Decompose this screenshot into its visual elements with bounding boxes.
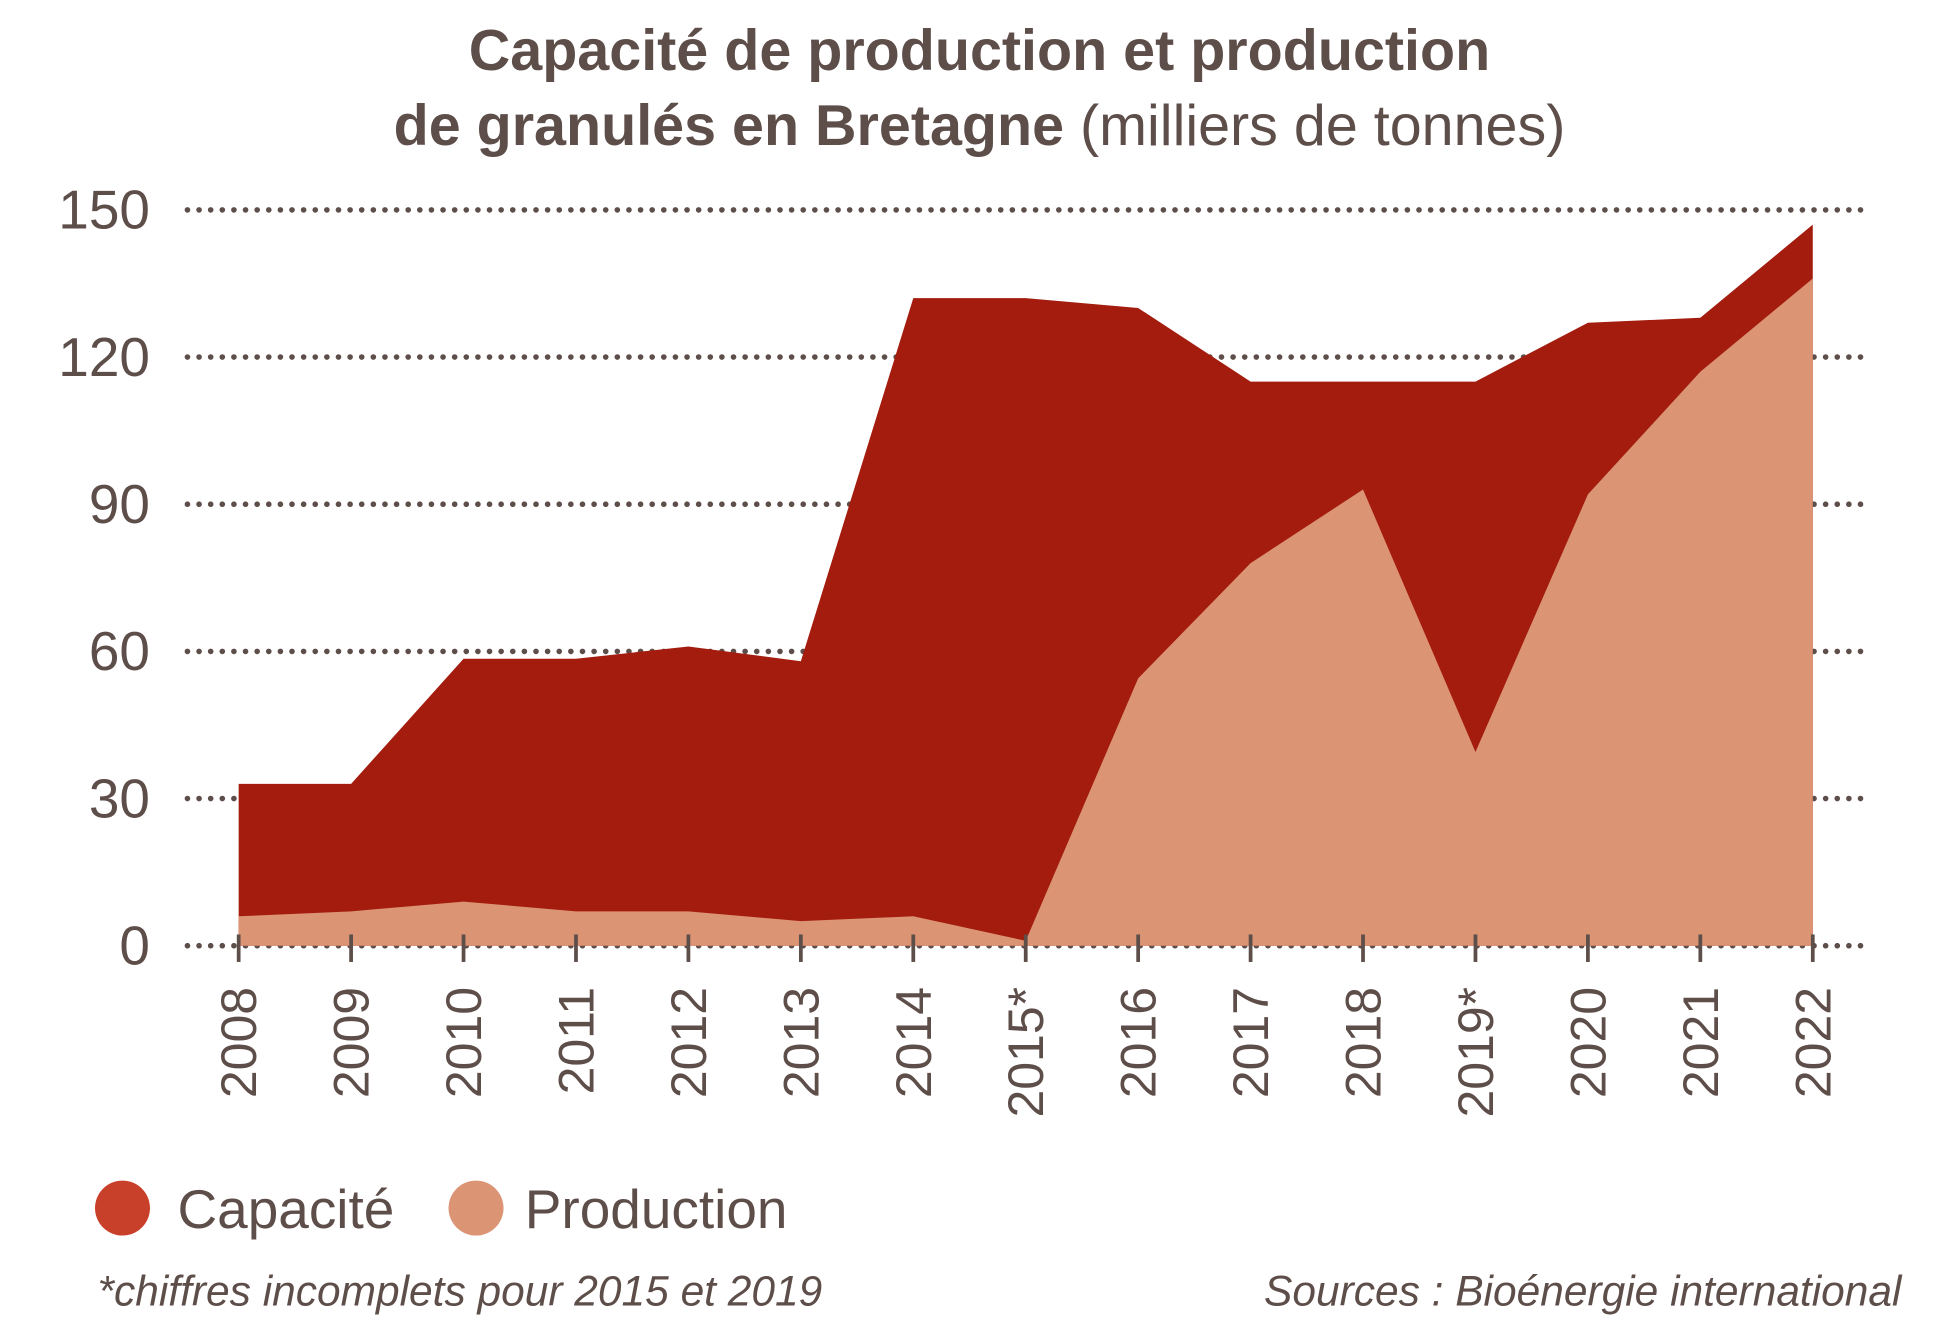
x-tick-label: 2012 [661,987,717,1098]
x-tick-label: 2008 [211,987,267,1098]
x-tick-label: 2020 [1560,987,1616,1098]
legend-label-capacite: Capacité [177,1178,394,1240]
x-tick-label: 2021 [1673,987,1729,1098]
x-tick-label: 2013 [773,987,829,1098]
chart-title-line2: de granulés en Bretagne (milliers de ton… [394,94,1566,158]
chart-title-line1: Capacité de production et production [469,19,1490,83]
x-tick-label: 2017 [1223,987,1279,1098]
x-tick-label: 2015* [998,987,1054,1118]
y-tick-label: 60 [89,620,150,682]
x-tick-label: 2009 [324,987,380,1098]
x-tick-label: 2014 [886,987,942,1098]
y-tick-label: 150 [58,179,150,241]
x-tick-label: 2010 [436,987,492,1098]
footnote: *chiffres incomplets pour 2015 et 2019 [97,1268,822,1315]
x-tick-label: 2011 [548,987,604,1094]
legend-swatch-capacite [94,1180,150,1236]
y-tick-label: 0 [119,914,150,976]
y-tick-label: 30 [89,767,150,829]
x-tick-label: 2022 [1785,987,1841,1098]
y-tick-label: 120 [58,326,150,388]
y-tick-label: 90 [89,473,150,535]
area-production [238,278,1813,946]
legend-swatch-production [448,1180,504,1236]
legend-label-production: Production [525,1178,788,1240]
x-tick-label: 2016 [1111,987,1167,1098]
x-tick-label: 2019* [1448,987,1504,1118]
x-tick-label: 2018 [1336,987,1392,1098]
chart-title-bold: de granulés en Bretagne [394,94,1064,158]
chart-title-unit: (milliers de tonnes) [1064,94,1565,158]
legend: Capacité Production [94,1178,788,1240]
source: Sources : Bioénergie international [1264,1268,1903,1315]
